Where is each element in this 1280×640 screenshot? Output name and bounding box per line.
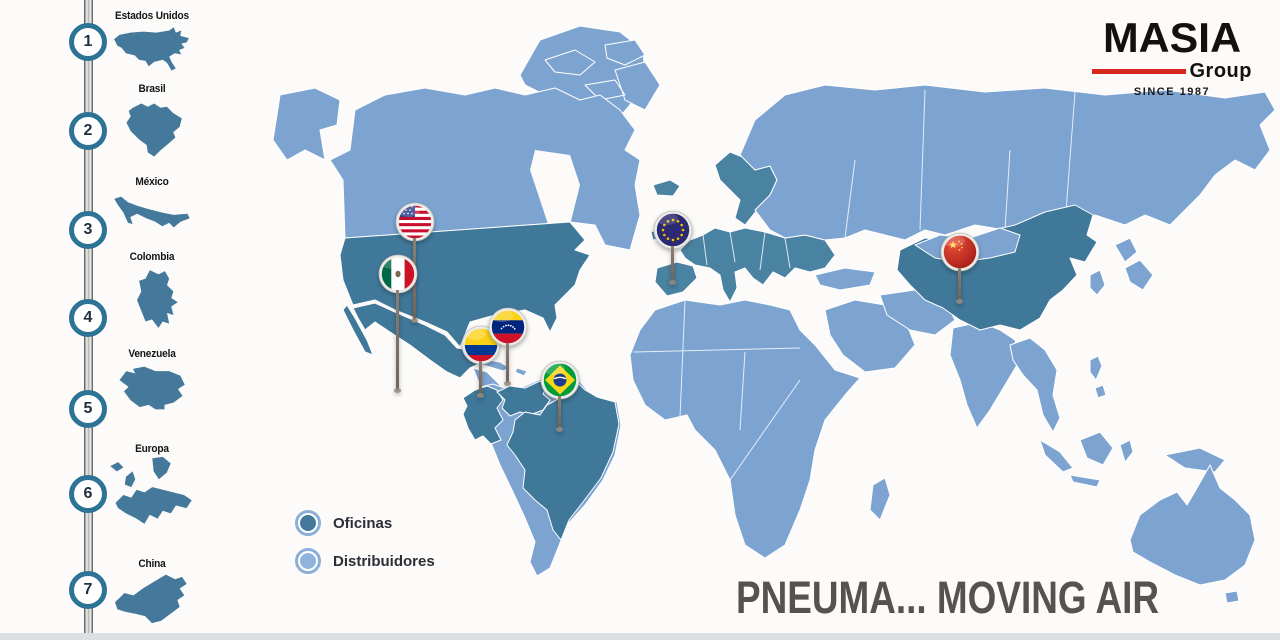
distributors-dot-icon (295, 548, 321, 574)
brazil-flag-icon (540, 360, 580, 400)
pin-stick (506, 343, 509, 383)
region-iberia (654, 261, 698, 297)
mexico-silhouette-icon (112, 192, 192, 240)
offices-dot-icon (295, 510, 321, 536)
mexico-flag-icon (378, 254, 418, 294)
pin-stick-dot (411, 318, 418, 323)
step-number-6: 6 (69, 475, 107, 513)
region-southeast-asia (1009, 337, 1061, 433)
region-mexico (342, 302, 486, 379)
pin-stick-dot (394, 388, 401, 393)
legend-label: Oficinas (333, 514, 393, 532)
country-label: Europa (135, 443, 169, 455)
brazil-silhouette-icon (118, 97, 186, 161)
region-philippines (1089, 355, 1107, 399)
pin-stick-dot (669, 280, 676, 285)
step-number-2: 2 (69, 112, 107, 150)
pin-estados-unidos (395, 202, 435, 323)
logo-subtitle: Group (1189, 59, 1252, 82)
step-number-label: 1 (83, 33, 93, 50)
step-number-label: 7 (83, 581, 93, 598)
country-label: México (135, 176, 169, 188)
logo-row: Group (1092, 60, 1252, 83)
country-label: Colombia (129, 251, 175, 263)
region-alaska (272, 87, 341, 161)
logo-title: MASIA (1102, 14, 1242, 61)
step-number-1: 1 (69, 23, 107, 61)
tagline: PNEUMA... MOVING AIR (736, 572, 1160, 623)
region-canada (329, 87, 641, 251)
country-label: China (138, 558, 166, 570)
pin-mexico (378, 254, 418, 393)
europe-borders (702, 231, 791, 271)
world-map-svg (272, 25, 1276, 604)
pin-stick (958, 268, 961, 301)
european-union-flag-icon (653, 210, 693, 250)
pin-venezuela (488, 307, 528, 386)
step-number-7: 7 (69, 571, 107, 609)
map-legend: Oficinas Distribuidores (295, 510, 435, 586)
step-number-5: 5 (69, 390, 107, 428)
country-label: Brasil (138, 83, 166, 95)
pin-stick-dot (956, 299, 963, 304)
step-number-4: 4 (69, 299, 107, 337)
region-korea (1089, 269, 1106, 296)
logo-since: SINCE 1987 (1133, 85, 1211, 98)
usa-flag-icon (395, 202, 435, 242)
bottom-strip (0, 633, 1280, 640)
pin-brasil (540, 360, 580, 432)
colombia-silhouette-icon (122, 265, 182, 333)
masia-group-logo: MASIA Group SINCE 1987 (1092, 14, 1252, 98)
pin-europa (653, 210, 693, 285)
country-label: Venezuela (128, 348, 176, 360)
hudson-bay (530, 150, 580, 230)
region-madagascar (869, 477, 891, 521)
country-label: Estados Unidos (115, 10, 189, 22)
region-iceland (652, 179, 681, 197)
region-europe-mainland (679, 227, 836, 303)
pin-stick (558, 396, 561, 429)
step-number-label: 3 (83, 221, 93, 238)
region-china (896, 204, 1098, 331)
pin-stick (479, 361, 482, 395)
region-africa (629, 299, 861, 559)
pin-stick (671, 246, 674, 282)
russia-borders (844, 89, 1076, 239)
region-colombia (462, 385, 504, 445)
logo-red-line (1092, 68, 1186, 74)
europe-silhouette-icon (105, 455, 197, 535)
pin-stick-dot (504, 381, 511, 386)
africa-borders (632, 299, 801, 481)
step-number-label: 4 (83, 309, 93, 326)
venezuela-flag-icon (488, 307, 528, 347)
region-arctic-islands (544, 39, 661, 111)
region-russia (739, 84, 1276, 241)
world-map (225, 0, 1280, 632)
region-turkey (814, 267, 876, 291)
step-number-label: 6 (83, 485, 93, 502)
legend-label: Distribuidores (333, 552, 435, 570)
usa-silhouette-icon (113, 24, 191, 76)
region-india (949, 321, 1021, 429)
china-silhouette-icon (108, 570, 196, 630)
pin-colombia (461, 325, 501, 398)
legend-item-distribuidores: Distribuidores (295, 548, 435, 574)
venezuela-silhouette-icon (115, 362, 187, 414)
legend-item-oficinas: Oficinas (295, 510, 435, 536)
region-usa (339, 221, 591, 348)
china-flag-icon (940, 232, 980, 272)
region-indonesia (1039, 431, 1226, 488)
pin-stick-dot (477, 393, 484, 398)
region-japan (1114, 237, 1154, 291)
pin-china (940, 232, 980, 304)
step-number-label: 5 (83, 400, 93, 417)
pin-stick-dot (556, 427, 563, 432)
region-australia (1129, 464, 1256, 604)
pin-stick (396, 290, 399, 390)
step-number-label: 2 (83, 122, 93, 139)
step-number-3: 3 (69, 211, 107, 249)
